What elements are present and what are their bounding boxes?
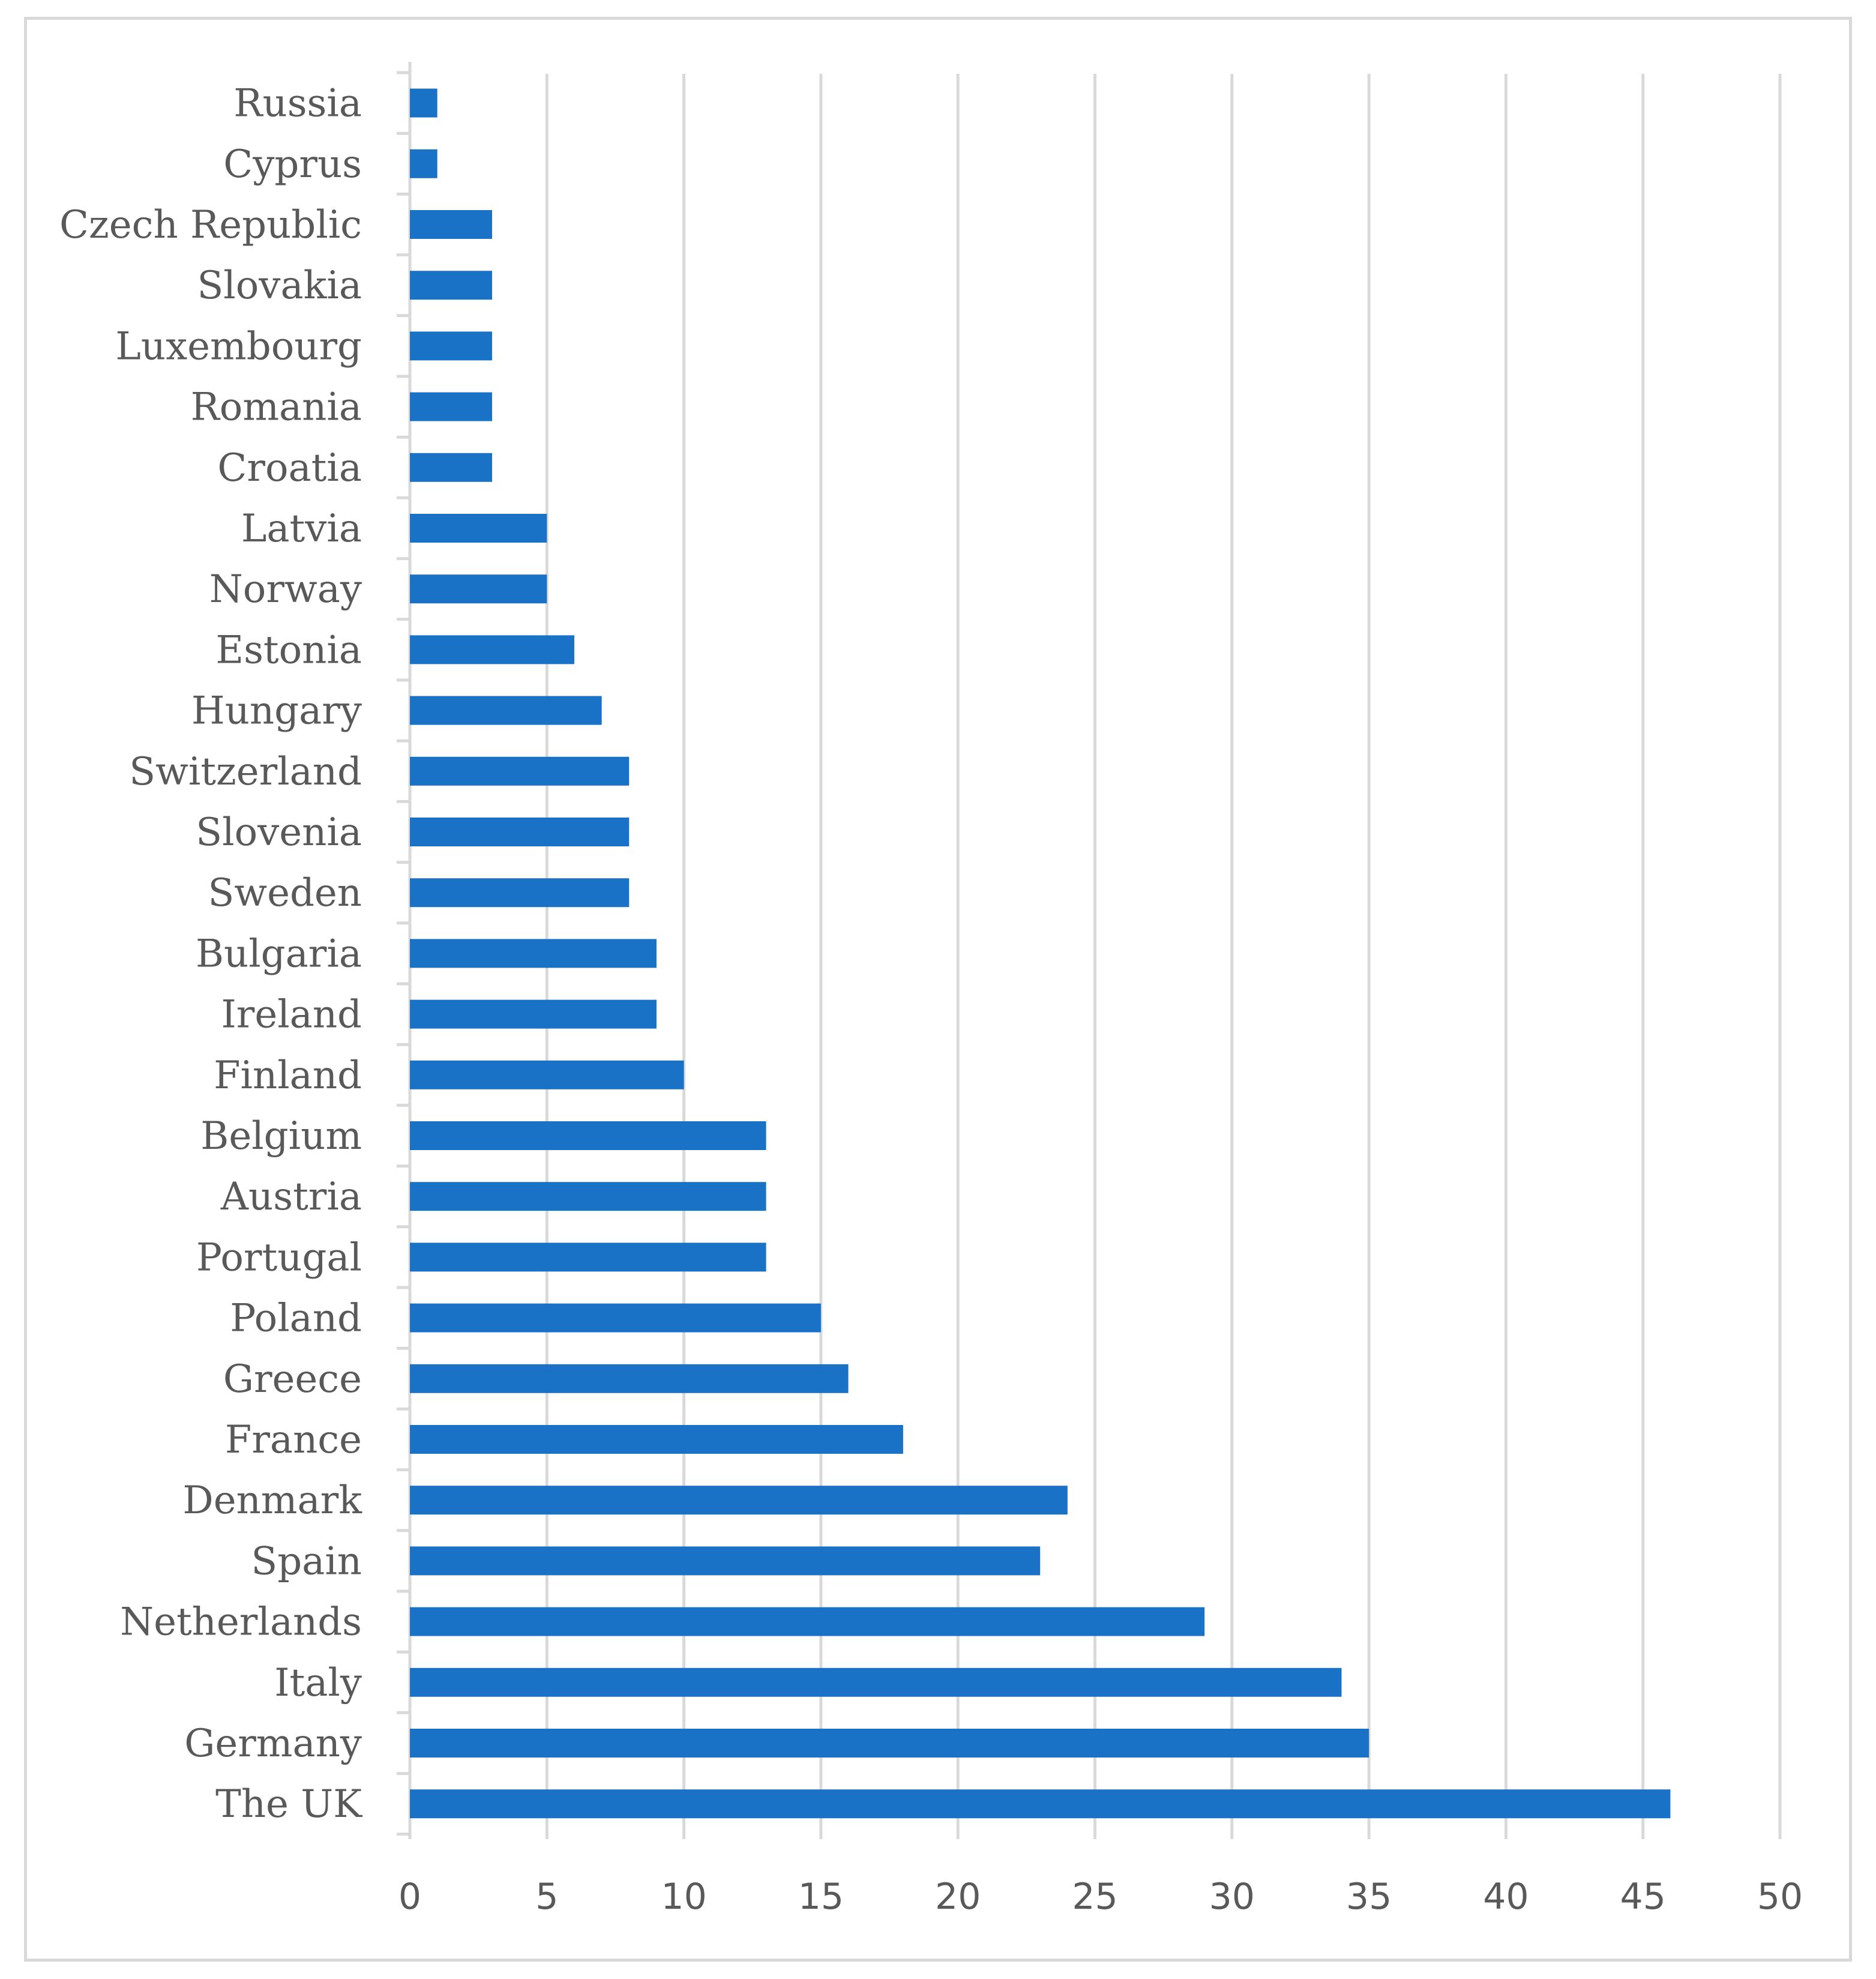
bar-estonia	[410, 635, 574, 664]
category-label: Denmark	[182, 1478, 362, 1523]
category-label: Finland	[214, 1053, 362, 1098]
bar-france	[410, 1425, 903, 1454]
bar-ireland	[410, 999, 657, 1029]
bar-slovakia	[410, 271, 492, 300]
bar-russia	[410, 88, 437, 118]
category-label: Netherlands	[120, 1600, 362, 1645]
category-label: Switzerland	[129, 750, 362, 794]
x-tick-5: 5	[535, 1876, 558, 1918]
x-tick-30: 30	[1209, 1876, 1255, 1918]
bar-germany	[410, 1729, 1369, 1758]
category-label: Greece	[223, 1357, 362, 1402]
x-tick-40: 40	[1483, 1876, 1529, 1918]
bar-czech-republic	[410, 210, 492, 239]
category-label: France	[225, 1418, 362, 1462]
x-tick-25: 25	[1072, 1876, 1117, 1918]
category-label: Croatia	[217, 446, 362, 490]
bar-finland	[410, 1060, 684, 1089]
category-label: Italy	[274, 1661, 362, 1705]
category-label: Belgium	[200, 1114, 362, 1158]
x-tick-20: 20	[935, 1876, 981, 1918]
bar-italy	[410, 1667, 1342, 1697]
x-tick-45: 45	[1620, 1876, 1666, 1918]
gridlines	[545, 74, 1782, 1839]
bar-spain	[410, 1546, 1041, 1576]
x-tick-0: 0	[398, 1876, 421, 1918]
bar-cyprus	[410, 149, 437, 178]
bar-portugal	[410, 1243, 766, 1272]
bar-latvia	[410, 514, 547, 543]
category-label: Hungary	[191, 689, 362, 733]
bar-sweden	[410, 878, 630, 908]
x-tick-50: 50	[1757, 1876, 1803, 1918]
bar-bulgaria	[410, 939, 657, 968]
chart-frame	[24, 17, 1852, 1962]
category-label: Norway	[209, 567, 362, 612]
bar-switzerland	[410, 756, 630, 786]
category-label: Luxembourg	[115, 324, 362, 369]
category-label: Romania	[191, 385, 362, 430]
category-label: Russia	[233, 82, 362, 126]
bar-belgium	[410, 1121, 766, 1150]
category-label: Estonia	[215, 628, 362, 672]
category-label: Bulgaria	[196, 932, 362, 976]
category-label: Latvia	[241, 507, 362, 551]
category-label: Czech Republic	[59, 203, 362, 247]
x-tick-35: 35	[1346, 1876, 1392, 1918]
category-label: Slovenia	[196, 810, 362, 855]
axes	[397, 62, 412, 1839]
category-labels: Russia Cyprus Czech Republic Slovakia Luxemb…	[59, 82, 362, 1827]
category-label: Poland	[230, 1297, 362, 1341]
bar-poland	[410, 1303, 821, 1333]
category-label: The UK	[215, 1782, 362, 1827]
bar-croatia	[410, 453, 492, 482]
bar-netherlands	[410, 1607, 1205, 1636]
category-label: Austria	[220, 1175, 362, 1219]
x-tick-10: 10	[661, 1876, 706, 1918]
category-label: Slovakia	[197, 264, 362, 308]
category-label: Germany	[184, 1721, 362, 1766]
category-label: Cyprus	[223, 142, 362, 187]
bar-hungary	[410, 696, 602, 725]
category-label: Ireland	[221, 993, 362, 1037]
x-tick-15: 15	[798, 1876, 844, 1918]
bar-norway	[410, 574, 547, 604]
bar-greece	[410, 1364, 849, 1393]
bars	[410, 88, 1671, 1819]
category-label: Spain	[251, 1539, 362, 1583]
bar-slovenia	[410, 818, 630, 846]
x-tick-labels: 0 5 10 15 20 25 30 35 40 45 50	[398, 1876, 1803, 1918]
bar-denmark	[410, 1486, 1068, 1515]
bar-austria	[410, 1182, 766, 1211]
bar-the-uk	[410, 1789, 1671, 1819]
category-label: Sweden	[208, 871, 362, 915]
bar-romania	[410, 392, 492, 421]
category-label: Portugal	[196, 1235, 362, 1280]
bar-luxembourg	[410, 331, 492, 361]
